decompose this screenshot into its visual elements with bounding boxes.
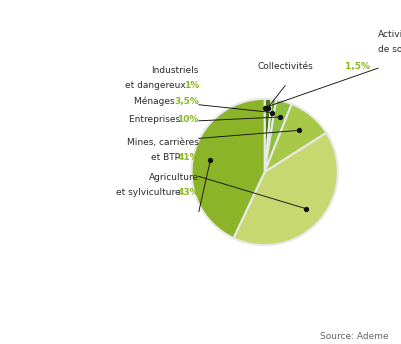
Wedge shape [265, 99, 271, 172]
Text: Source: Ademe: Source: Ademe [320, 332, 389, 341]
Text: Collectivités: Collectivités [257, 62, 313, 71]
Text: Industriels: Industriels [152, 66, 199, 75]
Text: 41%: 41% [177, 153, 199, 162]
Wedge shape [233, 133, 338, 245]
Wedge shape [192, 99, 265, 238]
Text: 1,5%: 1,5% [342, 62, 370, 71]
Text: Agriculture: Agriculture [149, 173, 199, 182]
Wedge shape [265, 99, 276, 172]
Text: de soins: de soins [378, 44, 401, 54]
Text: 1%: 1% [184, 81, 199, 90]
Text: Ménages: Ménages [134, 97, 178, 106]
Text: et sylviculture: et sylviculture [115, 188, 183, 197]
Text: Activités: Activités [378, 30, 401, 39]
Text: Mines, carrières: Mines, carrières [127, 138, 199, 147]
Wedge shape [265, 104, 326, 172]
Text: 43%: 43% [177, 188, 199, 197]
Text: et BTP: et BTP [151, 153, 183, 162]
Text: 3,5%: 3,5% [174, 97, 199, 106]
Text: et dangereux: et dangereux [125, 81, 188, 90]
Text: 10%: 10% [178, 115, 199, 124]
Text: Entreprises: Entreprises [129, 115, 183, 124]
Wedge shape [265, 100, 292, 172]
